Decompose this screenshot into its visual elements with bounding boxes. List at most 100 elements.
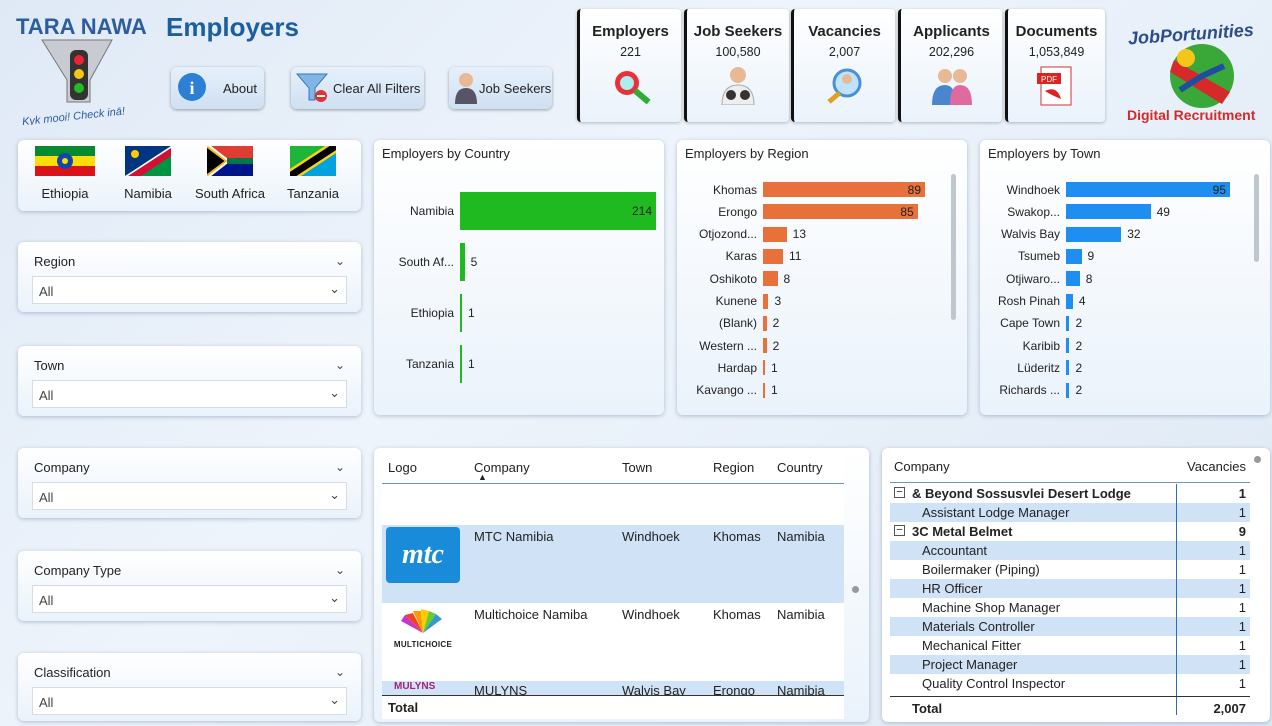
bar[interactable] bbox=[1066, 338, 1070, 354]
chart-title: Employers by Region bbox=[685, 146, 809, 161]
bar[interactable] bbox=[763, 382, 765, 398]
bar[interactable] bbox=[763, 248, 784, 264]
cell-country: Namibia bbox=[777, 683, 825, 695]
chart-title: Employers by Country bbox=[382, 146, 510, 161]
table-scrollbar[interactable] bbox=[852, 586, 859, 593]
bar[interactable] bbox=[763, 293, 769, 309]
table-row[interactable]: MULYNS MULYNS Walvis Bay Erongo Namibia bbox=[382, 681, 844, 695]
chevron-down-icon[interactable]: ⌄ bbox=[334, 665, 345, 679]
kpi-applicants-value: 202,296 bbox=[928, 45, 975, 59]
sort-asc-icon: ▲ bbox=[478, 472, 487, 482]
region-dropdown[interactable]: All ⌄ bbox=[32, 276, 347, 304]
bar-label: Karas bbox=[725, 249, 757, 264]
jobportunities-logo: JobPortunities Digital Recruitment bbox=[1122, 10, 1272, 125]
kpi-job-seekers-label: Job Seekers bbox=[693, 23, 783, 40]
classification-value: All bbox=[39, 695, 54, 710]
matrix-row[interactable]: Project Manager 1 bbox=[890, 655, 1250, 674]
collapse-icon[interactable]: − bbox=[894, 525, 905, 536]
about-button[interactable]: i About bbox=[171, 67, 264, 109]
bar[interactable] bbox=[763, 338, 767, 354]
matrix-row-value: 1 bbox=[1238, 619, 1246, 634]
flag-south-africa[interactable]: South Africa bbox=[190, 146, 270, 201]
country-flag-slicer: Ethiopia Namibia South Africa Tanzania bbox=[18, 140, 361, 211]
matrix-row[interactable]: Boilermaker (Piping) 1 bbox=[890, 560, 1250, 579]
town-dropdown[interactable]: All ⌄ bbox=[32, 380, 347, 408]
chevron-down-icon[interactable]: ⌄ bbox=[334, 358, 345, 372]
classification-dropdown[interactable]: All ⌄ bbox=[32, 687, 347, 715]
bar[interactable] bbox=[1066, 226, 1122, 242]
kpi-vacancies-label: Vacancies bbox=[808, 23, 881, 40]
table-row[interactable]: MULTICHOICE Multichoice Namiba Windhoek … bbox=[382, 603, 844, 681]
chart-title: Employers by Town bbox=[988, 146, 1101, 161]
flag-tanzania[interactable]: Tanzania bbox=[273, 146, 353, 201]
bar[interactable] bbox=[1066, 382, 1070, 398]
bar[interactable] bbox=[460, 243, 465, 281]
bar[interactable] bbox=[460, 294, 462, 332]
bar[interactable] bbox=[1066, 360, 1070, 376]
kpi-employers: Employers 221 bbox=[577, 9, 681, 122]
chevron-down-icon[interactable]: ⌄ bbox=[334, 563, 345, 577]
matrix-row[interactable]: Assistant Lodge Manager 1 bbox=[890, 503, 1250, 522]
matrix-group-row[interactable]: − & Beyond Sossusvlei Desert Lodge 1 bbox=[890, 484, 1250, 503]
bar-value: 89 bbox=[907, 182, 921, 197]
company-dropdown[interactable]: All ⌄ bbox=[32, 482, 347, 510]
bar[interactable] bbox=[763, 360, 765, 376]
matrix-row-value: 1 bbox=[1238, 581, 1246, 596]
classification-slicer: Classification ⌄ All ⌄ bbox=[18, 653, 361, 721]
bar[interactable] bbox=[763, 226, 787, 242]
bar[interactable] bbox=[1066, 293, 1073, 309]
col-vacancies[interactable]: Vacancies bbox=[1186, 459, 1246, 474]
flag-south-africa-label: South Africa bbox=[194, 186, 266, 201]
logo-right-tagline: Digital Recruitment bbox=[1127, 107, 1256, 123]
bar[interactable] bbox=[763, 204, 918, 220]
col-logo[interactable]: Logo bbox=[388, 460, 417, 475]
matrix-row[interactable]: Accountant 1 bbox=[890, 541, 1250, 560]
bar[interactable] bbox=[763, 182, 925, 197]
matrix-row[interactable]: Materials Controller 1 bbox=[890, 617, 1250, 636]
company-type-dropdown[interactable]: All ⌄ bbox=[32, 585, 347, 613]
col-company[interactable]: Company bbox=[894, 459, 950, 474]
col-country[interactable]: Country bbox=[777, 460, 823, 475]
flag-namibia[interactable]: Namibia bbox=[108, 146, 188, 201]
chevron-down-icon[interactable]: ⌄ bbox=[334, 254, 345, 268]
bar-label: Swakop... bbox=[1007, 204, 1060, 219]
matrix-row[interactable]: HR Officer 1 bbox=[890, 579, 1250, 598]
logo-left-name: TARA NAWA bbox=[16, 14, 147, 39]
kpi-job-seekers: Job Seekers 100,580 bbox=[684, 9, 789, 122]
clear-filters-button[interactable]: Clear All Filters bbox=[291, 67, 424, 109]
bar[interactable] bbox=[763, 271, 778, 287]
chart-scrollbar[interactable] bbox=[951, 174, 956, 320]
person-icon bbox=[453, 70, 479, 107]
cell-country: Namibia bbox=[777, 607, 825, 622]
bar-label: Western ... bbox=[699, 338, 757, 353]
matrix-scrollbar[interactable] bbox=[1254, 456, 1261, 463]
chevron-down-icon: ⌄ bbox=[329, 590, 340, 605]
matrix-row[interactable]: Quality Control Inspector 1 bbox=[890, 674, 1250, 693]
col-company[interactable]: Company bbox=[474, 460, 530, 475]
table-row[interactable]: mtc MTC Namibia Windhoek Khomas Namibia bbox=[382, 525, 844, 603]
chart-scrollbar[interactable] bbox=[1254, 174, 1259, 262]
bar[interactable] bbox=[1066, 182, 1230, 197]
vacancies-header: Company Vacancies bbox=[890, 456, 1250, 483]
flag-namibia-label: Namibia bbox=[124, 186, 172, 201]
bar[interactable] bbox=[460, 345, 462, 383]
flag-ethiopia[interactable]: Ethiopia bbox=[25, 146, 105, 201]
col-region[interactable]: Region bbox=[713, 460, 755, 475]
kpi-applicants: Applicants 202,296 bbox=[898, 9, 1002, 122]
matrix-group-row[interactable]: −3C Metal Belmet 9 bbox=[890, 522, 1250, 541]
flag-ethiopia-label: Ethiopia bbox=[41, 186, 89, 201]
chevron-down-icon: ⌄ bbox=[329, 692, 340, 707]
bar[interactable] bbox=[460, 192, 656, 230]
info-icon: i bbox=[177, 72, 207, 105]
matrix-row[interactable]: Machine Shop Manager 1 bbox=[890, 598, 1250, 617]
bar[interactable] bbox=[1066, 248, 1082, 264]
bar[interactable] bbox=[1066, 315, 1070, 331]
bar[interactable] bbox=[1066, 204, 1151, 220]
chevron-down-icon[interactable]: ⌄ bbox=[334, 460, 345, 474]
col-town[interactable]: Town bbox=[622, 460, 653, 475]
matrix-row[interactable]: Mechanical Fitter 1 bbox=[890, 636, 1250, 655]
job-seekers-button[interactable]: Job Seekers bbox=[449, 67, 552, 109]
collapse-icon[interactable]: − bbox=[894, 487, 905, 498]
bar[interactable] bbox=[1066, 271, 1080, 287]
bar[interactable] bbox=[763, 315, 767, 331]
